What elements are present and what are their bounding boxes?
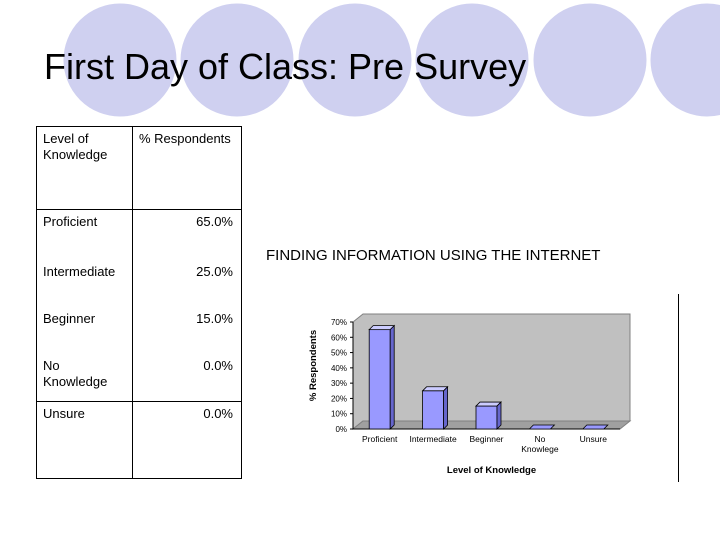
circle-shape (530, 0, 650, 120)
bar (422, 390, 444, 430)
row-percent: 0.0% (203, 406, 233, 421)
x-tick-label: No Knowlege (521, 434, 559, 454)
x-tick-label: Unsure (580, 434, 608, 444)
chart-title: FINDING INFORMATION USING THE INTERNET (266, 247, 601, 264)
row-level: Proficient (36, 209, 133, 260)
row-percent: 15.0% (196, 311, 233, 326)
row-percent: 65.0% (196, 214, 233, 229)
y-tick-label: 50% (331, 349, 347, 358)
decorative-circles (60, 0, 720, 120)
bar (528, 424, 556, 430)
page-title: First Day of Class: Pre Survey (44, 46, 527, 87)
bar-side (389, 324, 395, 430)
row-level: No Knowledge (36, 354, 133, 402)
row-percent: 0.0% (203, 358, 233, 373)
bar-side (443, 385, 449, 430)
x-tick-label: Beginner (469, 434, 503, 444)
x-axis-title: Level of Knowledge (447, 465, 536, 476)
table-row: Unsure 0.0% (36, 401, 242, 479)
bar-side (496, 401, 502, 430)
table-row: No Knowledge 0.0% (36, 354, 242, 402)
bar (475, 405, 498, 430)
y-tick-label: 10% (331, 410, 347, 419)
divider-line (678, 294, 679, 482)
circle-shape (177, 0, 297, 120)
table-row: Intermediate 25.0% (36, 260, 242, 307)
row-level: Unsure (36, 401, 133, 479)
bar (368, 329, 391, 430)
row-level: Beginner (36, 307, 133, 354)
y-tick-label: 20% (331, 394, 347, 403)
table-row: Beginner 15.0% (36, 307, 242, 354)
y-tick-label: 0% (335, 425, 347, 434)
y-tick-label: 30% (331, 379, 347, 388)
y-axis-title: % Respondents (308, 330, 319, 401)
header-percent: % Respondents (139, 131, 231, 146)
survey-table: Level of Knowledge % Respondents Profici… (36, 126, 242, 479)
y-tick-label: 70% (331, 318, 347, 327)
table-header-row: Level of Knowledge % Respondents (36, 126, 242, 210)
header-level: Level of Knowledge (36, 126, 133, 210)
circle-shape (412, 0, 532, 120)
x-tick-label: Intermediate (409, 434, 457, 444)
circle-shape (647, 0, 720, 120)
bar-chart: 0% 10% 20% 30% 40% 50% 60% 70% Proficient Interme… (308, 313, 632, 476)
table-row: Proficient 65.0% (36, 209, 242, 260)
bar (581, 424, 609, 430)
y-tick-label: 40% (331, 364, 347, 373)
row-level: Intermediate (36, 260, 133, 307)
y-tick-label: 60% (331, 333, 347, 342)
row-percent: 25.0% (196, 264, 233, 279)
x-tick-label: Proficient (362, 434, 398, 444)
